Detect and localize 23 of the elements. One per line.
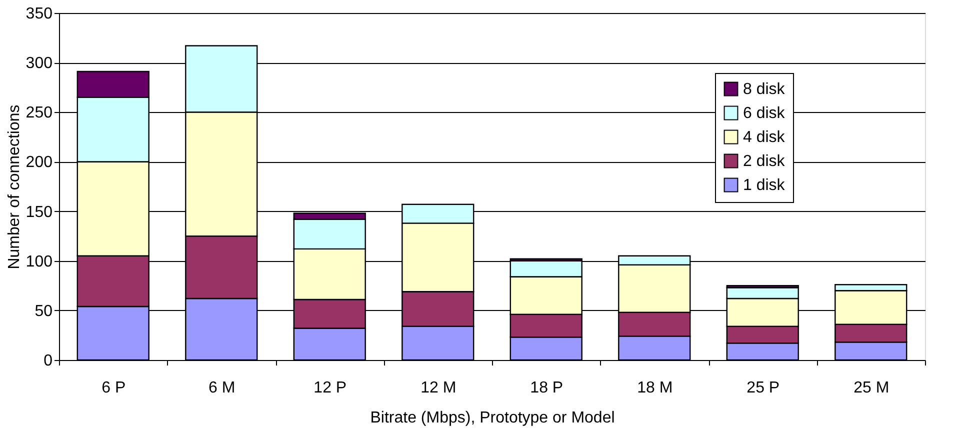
legend-label: 4 disk — [743, 129, 786, 146]
legend-label: 6 disk — [743, 105, 786, 122]
y-tick-label: 300 — [26, 55, 53, 72]
y-tick-label: 350 — [26, 6, 53, 22]
legend-label: 2 disk — [743, 153, 786, 170]
legend-label: 1 disk — [743, 177, 786, 194]
y-tick-label: 200 — [26, 154, 53, 172]
x-tick-label: 12 P — [314, 380, 347, 396]
x-tick-label: 25 P — [746, 380, 780, 396]
x-axis-title: Bitrate (Mbps), Prototype or Model — [370, 410, 615, 426]
x-tick-label: 6 P — [102, 380, 126, 396]
y-axis-title: Number of connections — [6, 104, 23, 270]
y-tick-label: 0 — [44, 352, 53, 370]
x-tick-label: 12 M — [420, 380, 456, 396]
y-tick-label: 150 — [26, 204, 53, 221]
y-tick-label: 100 — [26, 253, 53, 270]
x-tick-label: 18 P — [530, 380, 564, 396]
x-tick-label: 18 M — [637, 380, 673, 396]
x-tick-label: 25 M — [854, 380, 890, 396]
legend-label: 8 disk — [743, 81, 786, 98]
x-tick-label: 6 M — [208, 380, 236, 396]
y-tick-label: 50 — [34, 302, 53, 320]
y-tick-label: 250 — [26, 104, 53, 122]
